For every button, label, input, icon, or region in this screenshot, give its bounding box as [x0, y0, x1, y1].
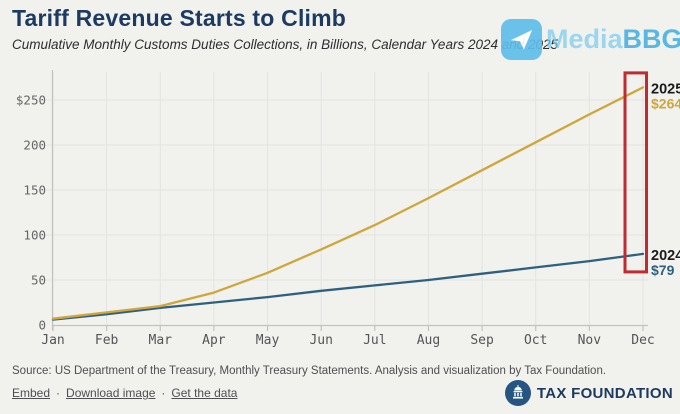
link-separator: · — [56, 386, 61, 400]
download-image-link[interactable]: Download image — [66, 386, 156, 400]
series-value-label-2024: $79 — [651, 262, 675, 278]
series-line-2024 — [51, 252, 645, 321]
y-tick-label: $250 — [16, 93, 46, 108]
x-tick-label: Sep — [470, 333, 494, 348]
footer-links: Embed · Download image · Get the data — [12, 386, 237, 400]
dec-highlight-box — [623, 71, 648, 274]
y-tick-label: 100 — [23, 228, 46, 243]
capitol-icon — [504, 380, 531, 406]
get-the-data-link[interactable]: Get the data — [171, 386, 238, 400]
link-separator: · — [161, 386, 166, 400]
y-tick-label: 0 — [38, 318, 46, 333]
series-year-label-2025: 2025 — [651, 81, 680, 97]
x-tick-label: Oct — [524, 333, 547, 348]
x-tick-label: Mar — [149, 333, 173, 348]
tax-foundation-logo: TAX FOUNDATION — [504, 380, 673, 406]
y-tick-label: 200 — [23, 138, 46, 153]
chart-subtitle: Cumulative Monthly Customs Duties Collec… — [12, 37, 559, 52]
series-value-label-2025: $264 — [651, 95, 680, 111]
y-tick-label: 50 — [31, 273, 46, 288]
x-tick-label: Apr — [202, 333, 226, 348]
series-line-2025 — [51, 86, 645, 320]
source-note: Source: US Department of the Treasury, M… — [12, 365, 607, 377]
embed-link[interactable]: Embed — [12, 386, 51, 400]
page-title: Tariff Revenue Starts to Climb — [12, 5, 347, 31]
x-tick-label: Jan — [41, 333, 64, 348]
x-tick-label: Jun — [309, 333, 332, 348]
x-tick-label: Aug — [417, 333, 440, 348]
x-tick-label: Jul — [363, 333, 386, 348]
y-tick-label: 150 — [23, 183, 46, 198]
x-tick-label: May — [256, 333, 280, 348]
x-tick-label: Dec — [631, 333, 654, 348]
series-year-label-2024: 2024 — [651, 248, 680, 264]
watermark-text: MediaBBG — [546, 24, 680, 54]
x-tick-label: Nov — [578, 333, 602, 348]
x-tick-label: Feb — [95, 333, 119, 348]
brand-name: TAX FOUNDATION — [536, 384, 673, 402]
